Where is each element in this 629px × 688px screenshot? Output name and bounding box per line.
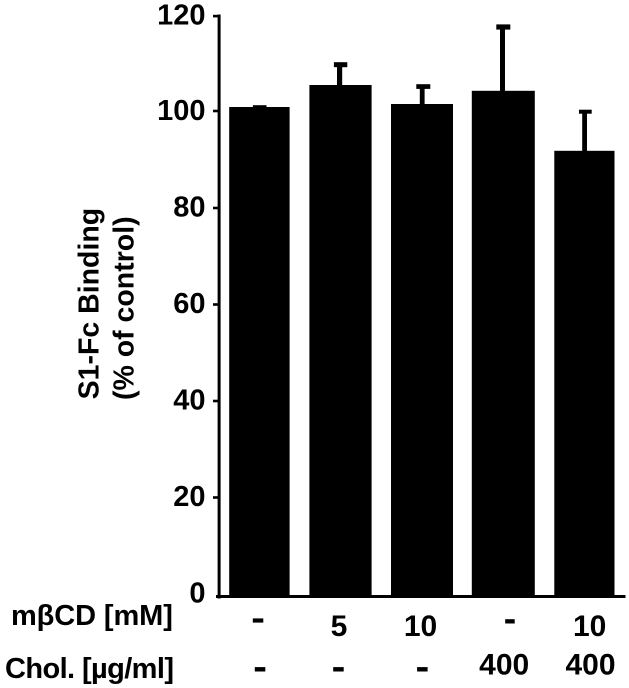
svg-text:10: 10 — [404, 610, 437, 643]
svg-text:40: 40 — [173, 385, 205, 417]
svg-text:80: 80 — [173, 192, 205, 224]
svg-text:100: 100 — [157, 95, 205, 127]
svg-text:5: 5 — [331, 610, 348, 643]
svg-text:mβCD [mM]: mβCD [mM] — [11, 600, 173, 632]
svg-text:60: 60 — [173, 288, 205, 320]
svg-text:20: 20 — [173, 481, 205, 513]
svg-text:(% of control): (% of control) — [109, 216, 141, 400]
svg-text:400: 400 — [479, 649, 529, 682]
svg-text:10: 10 — [573, 610, 606, 643]
svg-text:400: 400 — [565, 649, 615, 682]
svg-text:0: 0 — [189, 578, 205, 610]
svg-text:S1-Fc Binding: S1-Fc Binding — [74, 208, 106, 400]
svg-text:Chol. [µg/ml]: Chol. [µg/ml] — [5, 653, 173, 685]
svg-text:120: 120 — [157, 0, 205, 32]
